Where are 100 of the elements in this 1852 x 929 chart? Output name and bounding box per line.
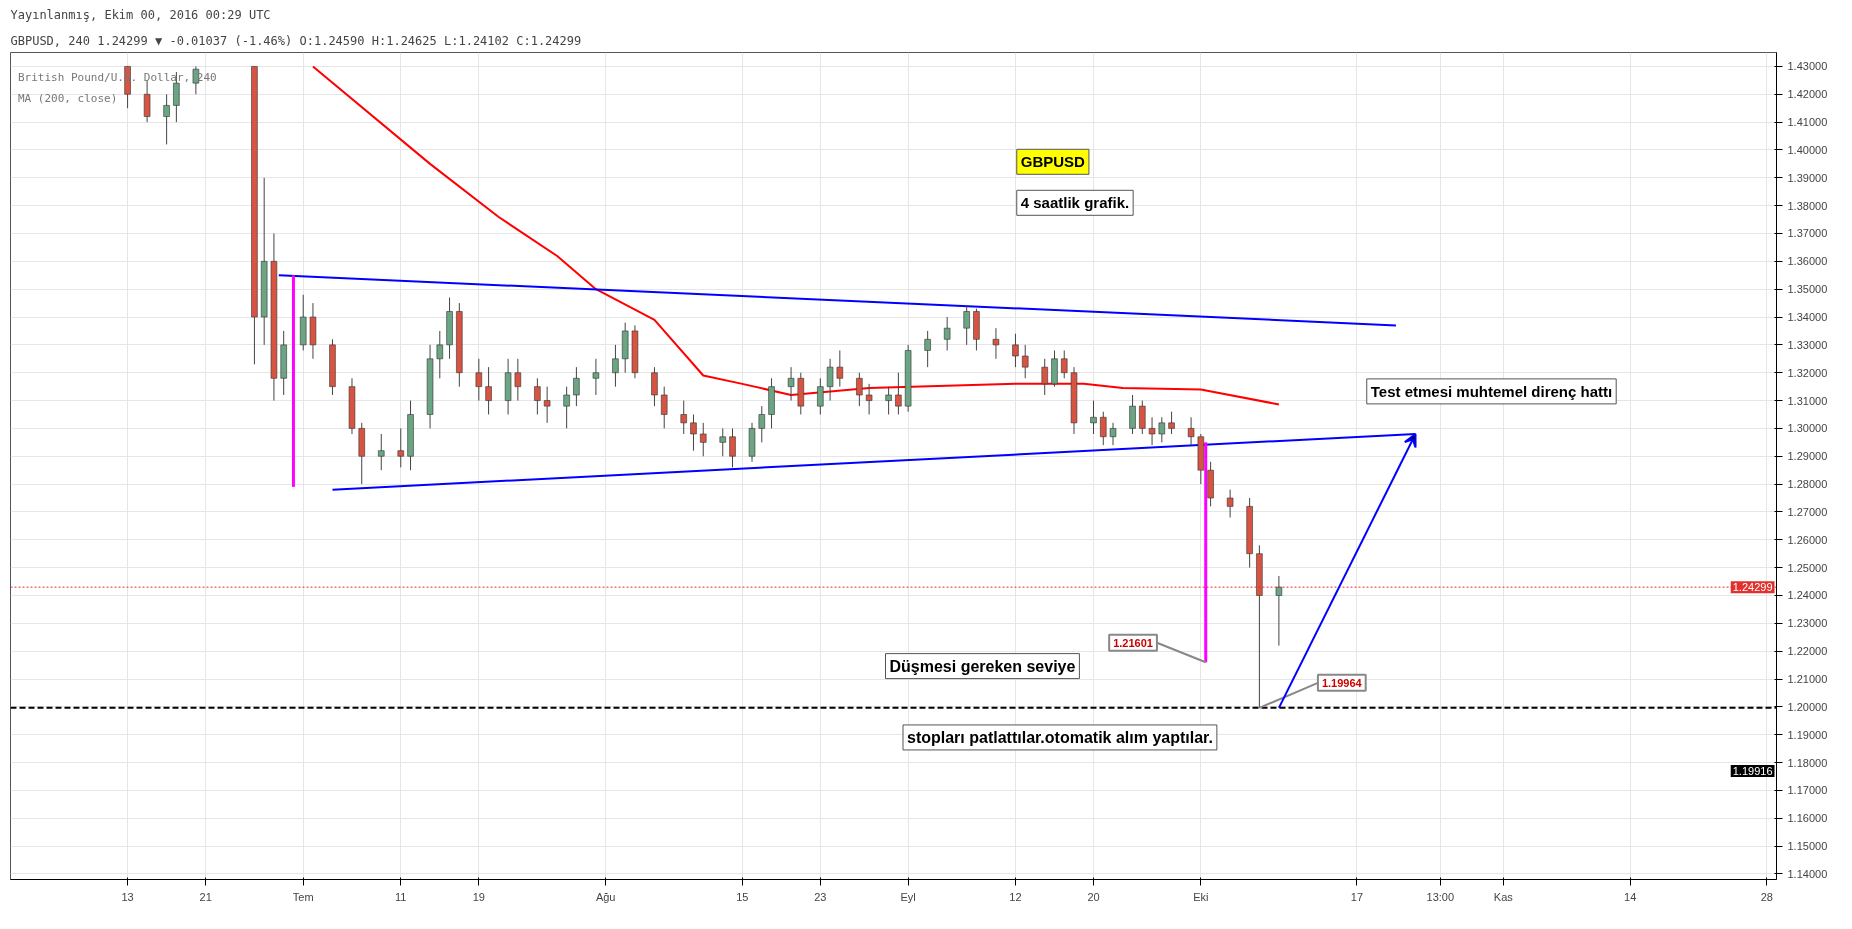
y-tick-label: 1.27000	[1787, 505, 1828, 518]
x-tick-label: Eyl	[900, 890, 916, 903]
y-tick-label: 1.16000	[1787, 812, 1828, 825]
y-tick-label: 1.25000	[1787, 561, 1828, 574]
candlestick	[475, 358, 483, 402]
candlestick	[1187, 416, 1195, 446]
candlestick	[1139, 400, 1146, 435]
x-tick-label: Eki	[1193, 890, 1209, 903]
y-tick-label: 1.33000	[1787, 338, 1828, 351]
y-tick-label: 1.21000	[1787, 673, 1828, 686]
candlestick	[787, 366, 795, 402]
candlestick	[895, 372, 902, 415]
x-tick-label: 13:00	[1426, 890, 1455, 903]
candlestick	[163, 93, 170, 145]
candlestick	[817, 377, 824, 415]
candlestick	[885, 386, 892, 415]
candlestick	[397, 427, 404, 468]
candlestick	[729, 427, 736, 468]
x-tick-label: Ağu	[595, 890, 616, 903]
annotation: Düşmesi gereken seviye	[889, 657, 1076, 675]
candlestick	[514, 358, 522, 402]
candlestick	[1012, 333, 1019, 368]
annotation: MA (200, close)	[18, 91, 118, 105]
candlestick	[1041, 358, 1048, 396]
candlestick	[543, 386, 551, 424]
candlestick	[612, 344, 619, 388]
x-tick-label: 17	[1350, 890, 1364, 903]
y-tick-label: 1.17000	[1787, 784, 1828, 797]
chart-title: Yayınlanmış, Ekim 00, 2016 00:29 UTC	[10, 7, 271, 22]
y-tick-label: 1.22000	[1787, 645, 1828, 658]
y-tick-label: 1.14000	[1787, 867, 1828, 880]
candlestick	[1021, 344, 1029, 379]
candlestick	[865, 383, 873, 415]
candlestick	[534, 377, 541, 415]
x-tick-label: 13	[121, 890, 134, 903]
y-tick-label: 1.38000	[1787, 199, 1828, 212]
candlestick	[826, 358, 834, 402]
candlestick	[758, 405, 766, 443]
candlestick	[992, 327, 1000, 360]
candlestick	[651, 366, 658, 407]
candlestick	[1061, 349, 1068, 379]
x-tick-label: 20	[1087, 890, 1100, 903]
y-tick-label: 1.42000	[1787, 88, 1828, 101]
candlestick	[963, 305, 970, 346]
candlestick	[1148, 416, 1156, 446]
y-tick-label: 1.39000	[1787, 171, 1828, 184]
candlestick	[943, 316, 951, 351]
candlestick	[1129, 394, 1136, 435]
annotation: 1.21601	[1113, 636, 1153, 649]
candlestick	[700, 422, 707, 457]
y-tick-label: 1.32000	[1787, 366, 1828, 379]
y-tick-label: 1.28000	[1787, 478, 1828, 491]
candlestick	[680, 400, 687, 435]
candlestick	[573, 366, 580, 407]
x-tick-label: 15	[736, 890, 749, 903]
x-tick-label: 14	[1624, 890, 1637, 903]
chart-subtitle: GBPUSD, 240 1.24299 ▼ -0.01037 (-1.46%) O:1.24590 H:1.24625 L:1.24102 C:1.24299	[10, 33, 582, 48]
y-tick-label: 1.30000	[1787, 422, 1828, 435]
x-tick-label: Kas	[1493, 890, 1514, 903]
candlestick	[592, 358, 600, 396]
y-tick-label: 1.20000	[1787, 700, 1828, 713]
annotation: Test etmesi muhtemel direnç hattı	[1370, 382, 1613, 400]
candlestick	[856, 372, 863, 407]
x-tick-label: 19	[472, 890, 485, 903]
y-tick-label: 1.37000	[1787, 227, 1828, 240]
ref-line-label: 1.24299	[1732, 581, 1773, 594]
x-tick-label: 28	[1760, 890, 1773, 903]
annotation: 1.19964	[1321, 676, 1363, 689]
candlestick	[690, 413, 697, 452]
candlestick	[563, 386, 570, 429]
y-tick-label: 1.15000	[1787, 840, 1828, 853]
x-tick-label: 11	[395, 890, 407, 903]
annotation: 4 saatlik grafik.	[1020, 194, 1130, 212]
candlestick	[836, 349, 844, 388]
x-tick-label: Tem	[292, 890, 314, 903]
candlestick	[1100, 411, 1107, 446]
y-tick-label: 1.41000	[1787, 116, 1828, 129]
annotation: stopları patlattılar.otomatik alım yaptılar.	[907, 728, 1213, 746]
y-tick-label: 1.19000	[1787, 728, 1828, 741]
x-tick-label: 23	[814, 890, 827, 903]
y-tick-label: 1.29000	[1787, 450, 1828, 463]
y-tick-label: 1.43000	[1787, 60, 1828, 73]
candlestick	[1109, 422, 1117, 446]
line-series	[311, 65, 1280, 406]
y-tick-label: 1.18000	[1787, 756, 1828, 769]
y-tick-label: 1.26000	[1787, 533, 1828, 546]
x-tick-label: 21	[199, 890, 212, 903]
y-tick-label: 1.40000	[1787, 143, 1828, 156]
candlestick	[1226, 489, 1234, 519]
candlestick	[485, 366, 492, 415]
x-tick-label: 12	[1009, 890, 1022, 903]
candlestick	[436, 330, 444, 379]
candlestick	[1275, 575, 1283, 647]
candlestick	[660, 386, 668, 429]
candlestick	[924, 330, 931, 368]
y-tick-label: 1.24000	[1787, 589, 1828, 602]
candlestick	[1090, 400, 1097, 435]
y-tick-label: 1.36000	[1787, 255, 1828, 268]
y-tick-label: 1.34000	[1787, 311, 1828, 324]
candlestick	[378, 433, 385, 471]
